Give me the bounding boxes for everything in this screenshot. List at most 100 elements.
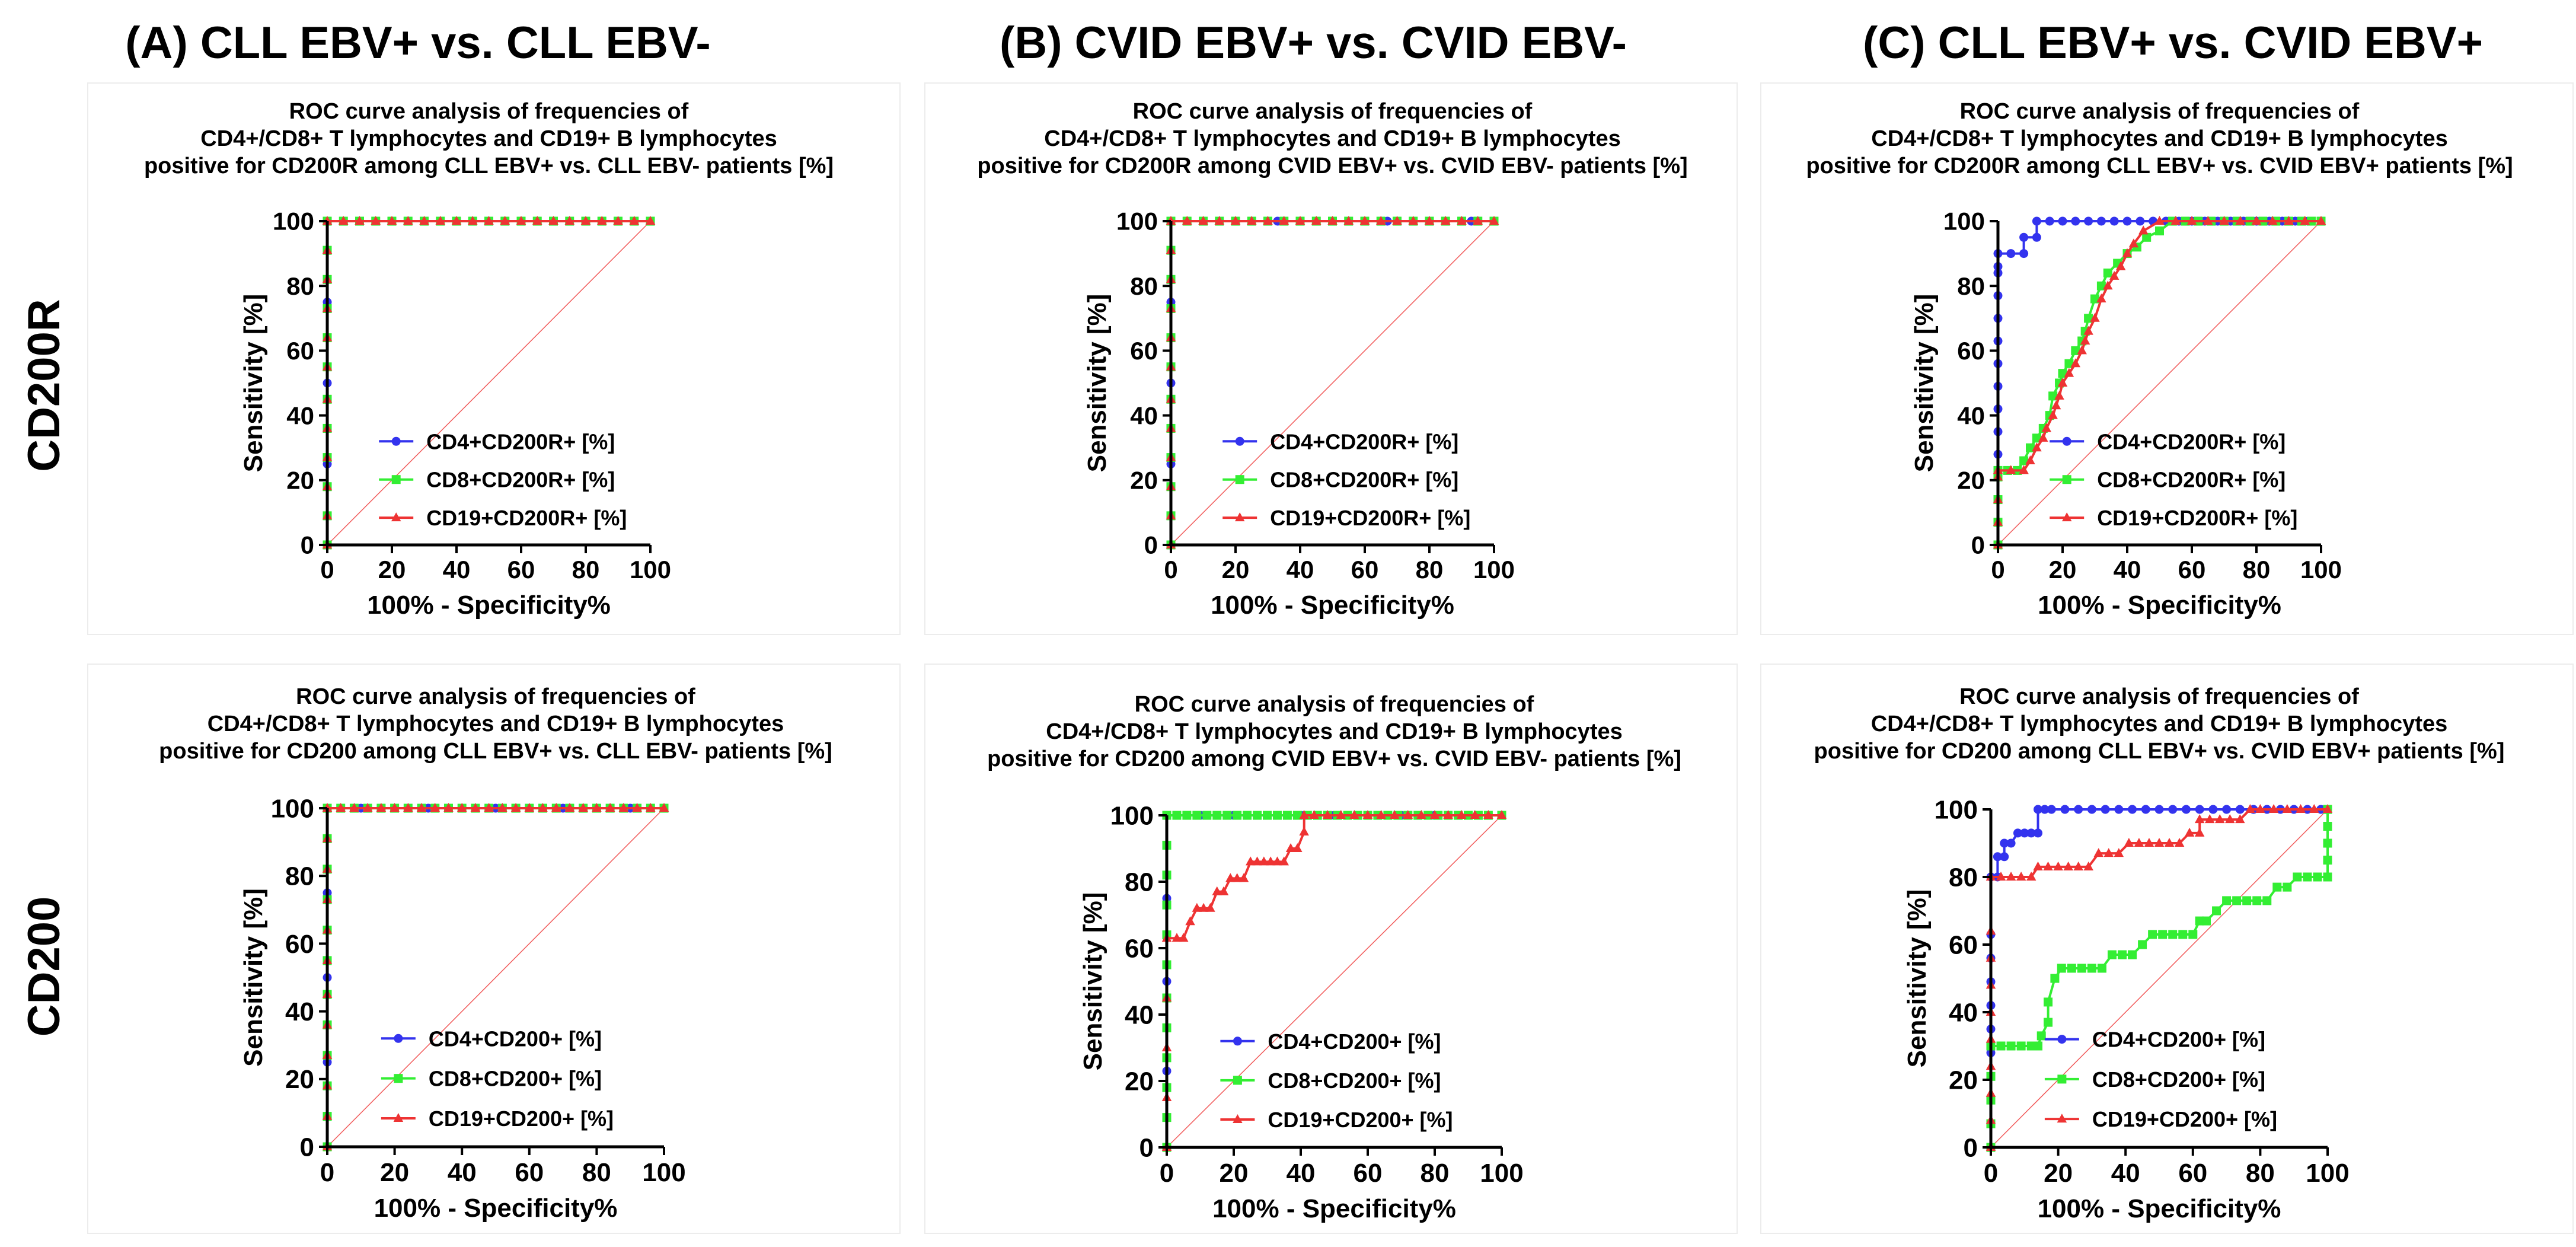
series-3	[1993, 216, 2326, 548]
data-point	[2019, 465, 2029, 474]
legend-item-3: CD19+CD200R+ [%]	[1222, 506, 1470, 530]
data-point	[2245, 804, 2255, 813]
data-point	[2084, 314, 2093, 323]
legend-item-1: CD4+CD200+ [%]	[2044, 1028, 2265, 1052]
data-point	[1441, 216, 1451, 225]
data-point	[645, 216, 656, 225]
x-tick-label: 80	[582, 1158, 611, 1187]
data-point	[2128, 805, 2137, 814]
data-point	[1292, 811, 1302, 820]
data-point	[1376, 810, 1386, 819]
data-point	[1299, 827, 1309, 835]
data-point	[2303, 872, 2312, 882]
legend-label: CD4+CD200+ [%]	[1268, 1029, 1441, 1054]
data-point	[1263, 811, 1272, 820]
chart-title-line: ROC curve analysis of frequencies of	[1960, 99, 2360, 124]
legend-item-2: CD8+CD200+ [%]	[2044, 1067, 2265, 1092]
legend-marker	[391, 512, 401, 522]
data-point	[2122, 248, 2133, 257]
data-point	[2006, 249, 2016, 259]
y-tick-label: 20	[286, 467, 314, 495]
data-point	[2058, 216, 2067, 226]
data-point	[564, 803, 575, 812]
chart-title-line: positive for CD200 among CLL EBV+ vs. CL…	[159, 739, 832, 764]
y-tick-label: 0	[1964, 1133, 1978, 1162]
data-point	[1263, 216, 1273, 225]
data-point	[1282, 811, 1292, 820]
legend-item-3: CD19+CD200R+ [%]	[2050, 506, 2297, 530]
x-tick-label: 40	[443, 556, 471, 583]
x-tick-label: 100	[642, 1158, 685, 1187]
x-tick-label: 20	[2044, 1159, 2073, 1188]
data-point	[403, 803, 413, 812]
data-point	[2251, 216, 2262, 225]
data-point	[1179, 933, 1189, 942]
legend-marker	[391, 436, 401, 446]
data-point	[435, 216, 445, 225]
data-point	[2101, 805, 2110, 814]
column-title-b: (B) CVID EBV+ vs. CVID EBV-	[1000, 18, 1627, 68]
x-tick-label: 60	[1351, 556, 1379, 583]
data-point	[2170, 216, 2181, 225]
data-point	[2235, 814, 2245, 824]
data-point	[2128, 950, 2137, 959]
data-point	[2064, 359, 2074, 368]
data-point	[2032, 232, 2041, 242]
data-point	[2282, 804, 2293, 813]
data-point	[1996, 1041, 2006, 1051]
data-point	[2296, 804, 2306, 813]
data-point	[580, 216, 591, 225]
y-tick-label: 60	[1125, 934, 1154, 963]
data-point	[2064, 368, 2074, 377]
data-point	[2040, 805, 2050, 814]
data-point	[2026, 1041, 2036, 1051]
data-point	[548, 216, 558, 225]
x-tick-label: 20	[378, 556, 406, 583]
data-point	[2181, 805, 2191, 814]
panel-frame-b1	[924, 82, 1738, 635]
data-point	[2006, 872, 2016, 881]
data-point	[2019, 232, 2029, 242]
data-point	[2155, 226, 2164, 235]
data-point	[1292, 843, 1303, 852]
data-point	[1359, 216, 1370, 225]
data-point	[1349, 810, 1359, 819]
y-tick-label: 0	[300, 1133, 314, 1162]
x-tick-label: 20	[1220, 1159, 1249, 1188]
y-axis-label: Sensitivity [%]	[1903, 889, 1932, 1068]
legend-label: CD4+CD200R+ [%]	[426, 429, 615, 454]
data-point	[2103, 848, 2114, 857]
y-tick-label: 20	[1957, 467, 1985, 495]
y-tick-label: 80	[1949, 863, 1978, 892]
roc-chart-2: ROC curve analysis of frequencies ofCD4+…	[977, 99, 1687, 620]
data-point	[2154, 838, 2165, 847]
data-point	[597, 216, 607, 225]
data-point	[613, 216, 623, 225]
data-point	[2071, 346, 2080, 355]
data-point	[1272, 856, 1282, 866]
data-point	[2038, 432, 2048, 442]
data-point	[2006, 1041, 2016, 1051]
data-point	[2214, 814, 2225, 824]
data-point	[605, 803, 615, 812]
data-point	[2225, 814, 2235, 824]
data-point	[1285, 843, 1296, 852]
data-point	[2006, 838, 2016, 848]
data-point	[2222, 896, 2232, 905]
data-point	[2060, 805, 2070, 814]
data-point	[2255, 804, 2265, 813]
data-point	[484, 803, 494, 812]
data-point	[387, 216, 397, 225]
legend-marker	[1234, 512, 1245, 522]
column-title-c: (C) CLL EBV+ vs. CVID EBV+	[1863, 18, 2483, 68]
legend-marker	[2057, 1114, 2067, 1123]
y-axis-label: Sensitivity [%]	[1083, 294, 1112, 473]
data-point	[1172, 811, 1182, 820]
legend-item-1: CD4+CD200+ [%]	[381, 1026, 602, 1051]
x-tick-label: 40	[2111, 1159, 2140, 1188]
data-point	[2034, 805, 2043, 814]
data-point	[2103, 280, 2113, 290]
chart-title-line: CD4+/CD8+ T lymphocytes and CD19+ B lymp…	[1044, 126, 1621, 151]
data-point	[497, 803, 507, 812]
legend-item-1: CD4+CD200R+ [%]	[1222, 429, 1458, 454]
